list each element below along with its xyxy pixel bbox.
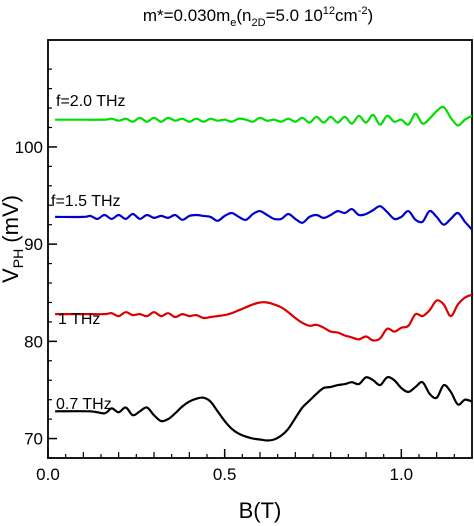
series-line-1 bbox=[55, 205, 473, 231]
y-tick-label: 90 bbox=[24, 235, 43, 254]
series-line-0 bbox=[55, 105, 473, 127]
series-label-3: 0.7 THz bbox=[56, 396, 112, 413]
series-label-2: 1 THz bbox=[58, 311, 100, 328]
y-axis: 70 80 90 100 bbox=[15, 68, 57, 459]
x-tick-label: 0.0 bbox=[36, 465, 60, 484]
chart-title: m*=0.030me(n2D=5.0 1012cm-2) bbox=[143, 5, 373, 29]
plot-area: f=2.0 THz f=1.5 THz 1 THz 0.7 THz bbox=[47, 39, 473, 459]
chart-title-part: =5.0 10 bbox=[266, 6, 323, 25]
chart-title-part: m*=0.030m bbox=[143, 6, 230, 25]
x-axis-title: B(T) bbox=[239, 498, 282, 523]
y-tick-label: 80 bbox=[24, 332, 43, 351]
chart-title-part: (n bbox=[236, 6, 251, 25]
chart-title-part: e bbox=[230, 17, 236, 29]
chart-title-part: -2 bbox=[358, 5, 368, 17]
x-tick-label: 1.0 bbox=[390, 465, 414, 484]
series-line-3 bbox=[55, 376, 473, 442]
y-axis-title-main: V bbox=[0, 268, 23, 283]
series-label-0: f=2.0 THz bbox=[56, 93, 126, 110]
y-axis-title-rest: (mV) bbox=[0, 195, 23, 249]
chart-title-text: m*=0.030me(n2D=5.0 1012cm-2) bbox=[143, 5, 373, 29]
x-axis: 0.0 0.5 1.0 bbox=[36, 449, 455, 484]
chart-title-part: cm bbox=[335, 6, 358, 25]
series-line-2 bbox=[55, 293, 473, 342]
chart-title-part: 12 bbox=[323, 5, 335, 17]
y-axis-title-sub: PH bbox=[10, 249, 26, 268]
y-tick-label: 70 bbox=[24, 430, 43, 449]
series-labels: f=2.0 THz f=1.5 THz 1 THz 0.7 THz bbox=[51, 93, 126, 413]
series-label-1: f=1.5 THz bbox=[51, 193, 121, 210]
y-tick-label: 100 bbox=[15, 138, 43, 157]
y-axis-title: VPH (mV) bbox=[0, 195, 26, 283]
x-tick-label: 0.5 bbox=[213, 465, 237, 484]
series-layer bbox=[55, 105, 473, 442]
chart-title-part: ) bbox=[367, 6, 373, 25]
chart-title-part: 2D bbox=[252, 17, 266, 29]
